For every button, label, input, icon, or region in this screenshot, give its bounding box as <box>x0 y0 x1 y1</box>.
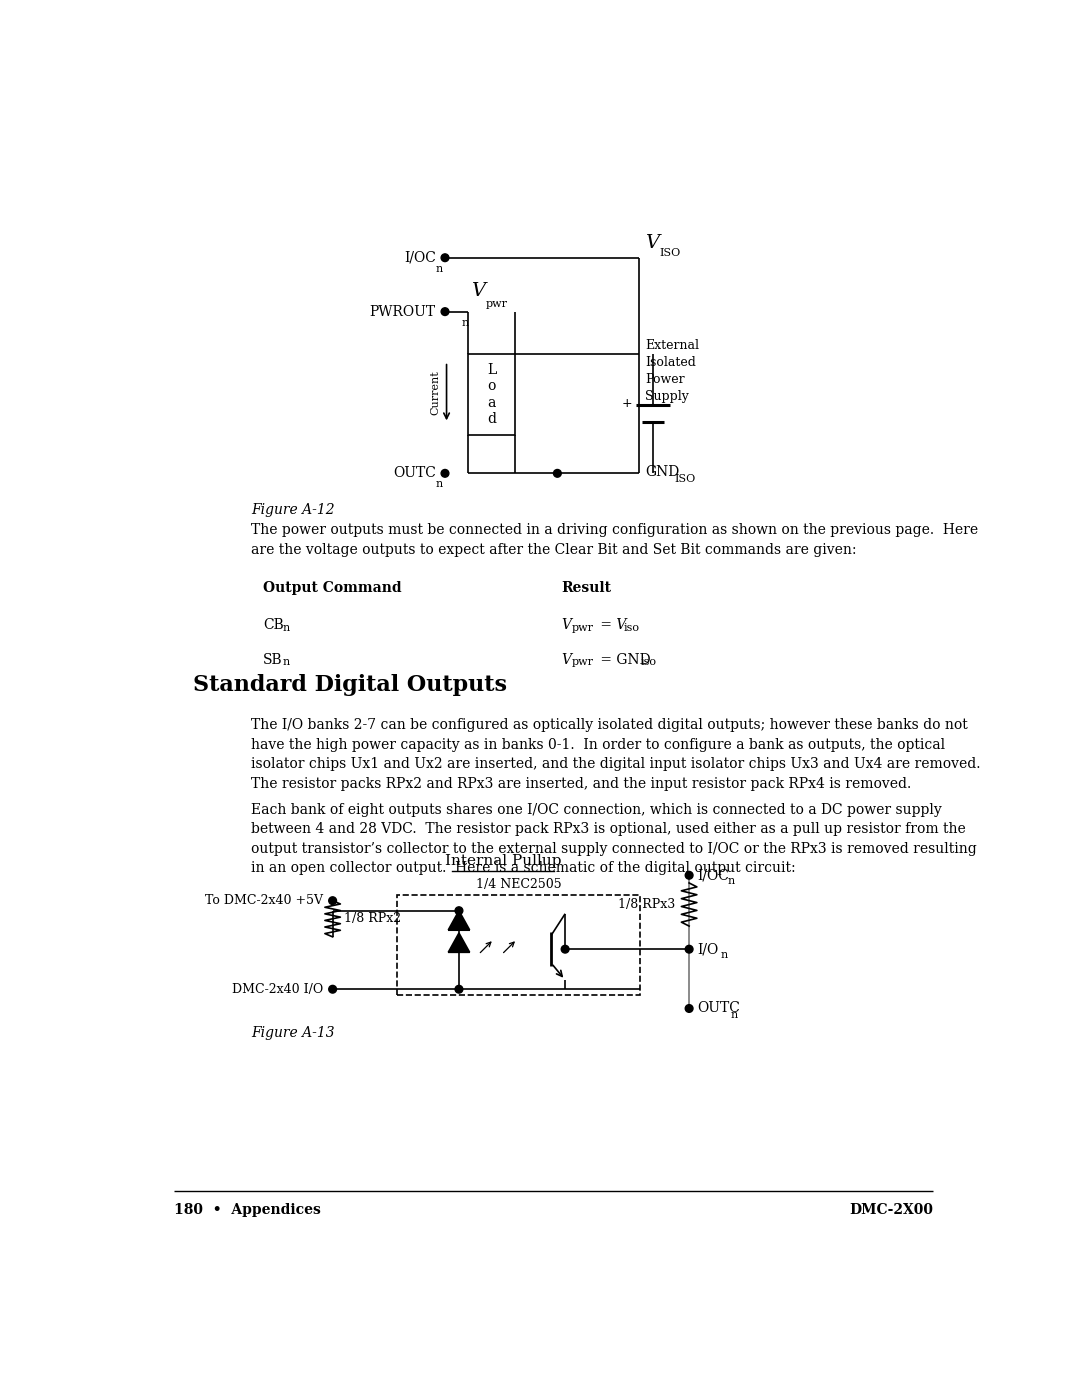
Text: n: n <box>435 264 443 274</box>
Text: I/OC: I/OC <box>404 250 435 264</box>
Text: Standard Digital Outputs: Standard Digital Outputs <box>193 673 508 696</box>
Circle shape <box>441 469 449 478</box>
Text: pwr: pwr <box>571 658 593 668</box>
Text: Each bank of eight outputs shares one I/OC connection, which is connected to a D: Each bank of eight outputs shares one I/… <box>252 803 977 876</box>
Circle shape <box>441 254 449 261</box>
Bar <box>469 353 515 434</box>
Text: n: n <box>435 479 443 489</box>
Text: V: V <box>562 652 571 666</box>
Text: OUTC: OUTC <box>393 467 435 481</box>
Circle shape <box>685 1004 693 1013</box>
Text: 180  •  Appendices: 180 • Appendices <box>174 1203 321 1217</box>
Text: = V: = V <box>596 617 626 631</box>
Text: GND: GND <box>645 465 679 479</box>
Text: +: + <box>621 397 632 411</box>
Polygon shape <box>448 933 470 953</box>
Text: PWROUT: PWROUT <box>369 305 435 319</box>
Text: CB: CB <box>262 617 284 631</box>
Text: DMC-2x40 I/O: DMC-2x40 I/O <box>232 982 323 996</box>
Text: 1/8 RPx2: 1/8 RPx2 <box>345 912 402 925</box>
Text: Internal Pullup: Internal Pullup <box>445 854 562 868</box>
Text: = GND: = GND <box>596 652 651 666</box>
Text: pwr: pwr <box>485 299 508 309</box>
Text: Figure A-13: Figure A-13 <box>252 1027 335 1041</box>
Bar <box>397 895 640 996</box>
Text: n: n <box>462 317 470 328</box>
Text: External
Isolated
Power
Supply: External Isolated Power Supply <box>645 339 699 404</box>
Text: n: n <box>282 658 289 668</box>
Text: V: V <box>471 282 485 300</box>
Text: L
o
a
d: L o a d <box>487 363 496 426</box>
Text: n: n <box>720 950 727 960</box>
Text: Figure A-12: Figure A-12 <box>252 503 335 517</box>
Text: n: n <box>283 623 291 633</box>
Text: V: V <box>645 233 659 251</box>
Text: I/O: I/O <box>697 942 718 956</box>
Text: Output Command: Output Command <box>262 581 402 595</box>
Text: pwr: pwr <box>571 623 593 633</box>
Circle shape <box>328 985 337 993</box>
Circle shape <box>328 897 337 904</box>
Circle shape <box>554 469 562 478</box>
Text: OUTC: OUTC <box>697 1002 740 1016</box>
Text: 1/4 NEC2505: 1/4 NEC2505 <box>476 877 562 891</box>
Text: iso: iso <box>623 623 639 633</box>
Circle shape <box>455 985 463 993</box>
Text: n: n <box>728 876 735 887</box>
Text: I/OC: I/OC <box>697 869 729 883</box>
Text: Current: Current <box>430 370 440 415</box>
Text: To DMC-2x40 +5V: To DMC-2x40 +5V <box>205 894 323 907</box>
Text: SB: SB <box>262 652 283 666</box>
Text: 1/8 RPx3: 1/8 RPx3 <box>618 898 675 911</box>
Text: ISO: ISO <box>660 249 680 258</box>
Text: The I/O banks 2-7 can be configured as optically isolated digital outputs; howev: The I/O banks 2-7 can be configured as o… <box>252 718 981 791</box>
Circle shape <box>441 307 449 316</box>
Circle shape <box>685 946 693 953</box>
Circle shape <box>455 907 463 915</box>
Text: Result: Result <box>562 581 611 595</box>
Circle shape <box>685 872 693 879</box>
Text: are the voltage outputs to expect after the Clear Bit and Set Bit commands are g: are the voltage outputs to expect after … <box>252 542 856 556</box>
Polygon shape <box>448 911 470 930</box>
Circle shape <box>562 946 569 953</box>
Text: DMC-2X00: DMC-2X00 <box>849 1203 933 1217</box>
Text: V: V <box>562 617 571 631</box>
Text: The power outputs must be connected in a driving configuration as shown on the p: The power outputs must be connected in a… <box>252 524 978 538</box>
Text: n: n <box>731 1010 739 1020</box>
Text: iso: iso <box>640 658 657 668</box>
Text: ISO: ISO <box>674 474 696 483</box>
